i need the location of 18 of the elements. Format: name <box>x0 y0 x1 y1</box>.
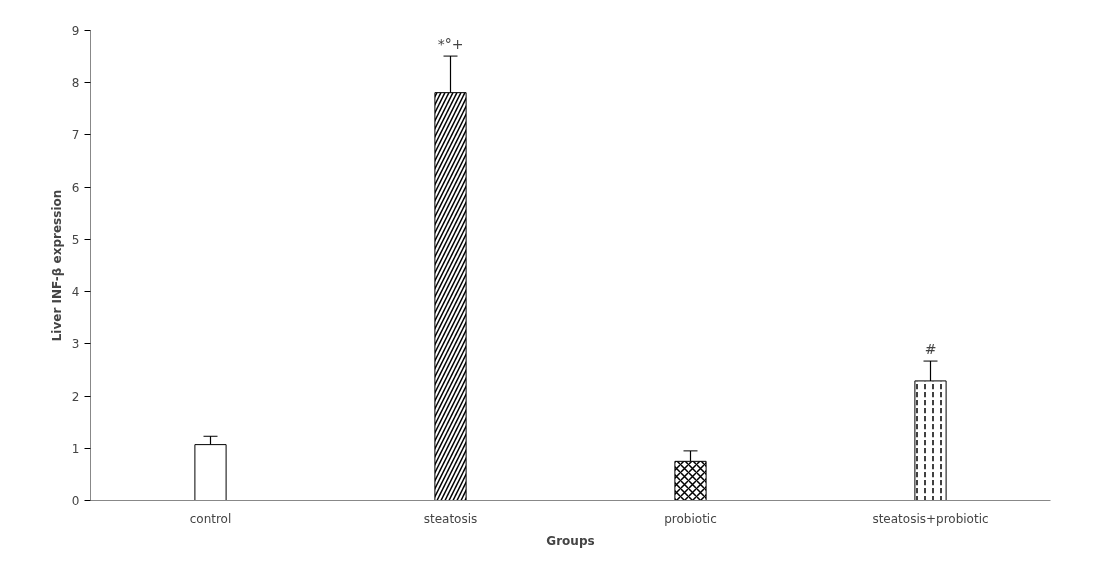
annotation: # <box>924 341 937 358</box>
y-tick-label: 5 <box>71 232 80 247</box>
y-tick-label: 4 <box>71 285 80 300</box>
y-axis-title: Liver INF-β expression <box>49 189 64 342</box>
x-tick-label: steatosis <box>423 511 478 526</box>
y-tick-label: 7 <box>71 128 80 143</box>
y-tick-label: 0 <box>71 494 80 508</box>
y-tick-label: 2 <box>71 389 80 404</box>
x-axis-title: Groups <box>546 533 595 548</box>
annotation: *°+ <box>437 36 464 53</box>
y-tick-label: 8 <box>71 76 80 91</box>
y-tick-label: 3 <box>71 337 80 352</box>
x-tick-label: control <box>189 511 232 526</box>
x-tick-label: probiotic <box>664 511 717 526</box>
y-tick-label: 1 <box>71 441 80 456</box>
y-tick-label: 9 <box>71 24 80 38</box>
y-tick-label: 6 <box>71 180 80 195</box>
x-tick-label: steatosis+probiotic <box>872 511 989 526</box>
